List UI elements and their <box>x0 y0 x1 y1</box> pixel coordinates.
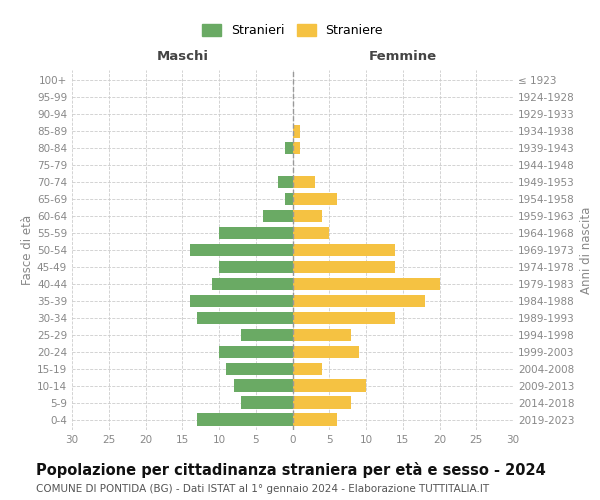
Bar <box>285 142 293 154</box>
Bar <box>278 176 293 188</box>
Bar <box>293 244 395 256</box>
Bar <box>293 210 322 222</box>
Bar <box>293 328 352 342</box>
Text: Popolazione per cittadinanza straniera per età e sesso - 2024: Popolazione per cittadinanza straniera p… <box>36 462 546 478</box>
Bar <box>293 125 300 138</box>
Bar <box>293 260 395 274</box>
Bar <box>293 380 366 392</box>
Y-axis label: Anni di nascita: Anni di nascita <box>580 206 593 294</box>
Bar <box>241 396 293 409</box>
Text: COMUNE DI PONTIDA (BG) - Dati ISTAT al 1° gennaio 2024 - Elaborazione TUTTITALIA: COMUNE DI PONTIDA (BG) - Dati ISTAT al 1… <box>36 484 489 494</box>
Bar <box>197 312 293 324</box>
Bar <box>293 176 314 188</box>
Bar <box>293 142 300 154</box>
Bar <box>293 192 337 205</box>
Bar <box>212 278 293 290</box>
Bar <box>219 226 293 239</box>
Bar <box>241 328 293 342</box>
Text: Femmine: Femmine <box>368 50 437 63</box>
Bar <box>293 294 425 308</box>
Bar <box>293 362 322 375</box>
Legend: Stranieri, Straniere: Stranieri, Straniere <box>197 18 388 42</box>
Y-axis label: Fasce di età: Fasce di età <box>21 215 34 285</box>
Bar <box>293 226 329 239</box>
Bar <box>293 278 439 290</box>
Bar <box>190 244 293 256</box>
Text: Maschi: Maschi <box>156 50 208 63</box>
Bar <box>263 210 293 222</box>
Bar <box>293 346 359 358</box>
Bar <box>197 414 293 426</box>
Bar <box>293 312 395 324</box>
Bar <box>234 380 293 392</box>
Bar <box>219 260 293 274</box>
Bar <box>293 414 337 426</box>
Bar <box>190 294 293 308</box>
Bar <box>219 346 293 358</box>
Bar <box>226 362 293 375</box>
Bar <box>293 396 352 409</box>
Bar <box>285 192 293 205</box>
